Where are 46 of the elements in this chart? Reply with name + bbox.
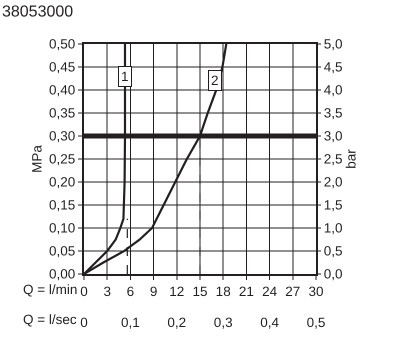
y-tick-label: 0,45 bbox=[49, 60, 76, 75]
y-tick-label: 0,40 bbox=[49, 82, 76, 98]
y-tick-label: 0,00 bbox=[49, 266, 76, 282]
x-tick-label: 0 bbox=[80, 284, 88, 300]
x-axis-title: Q = l/min bbox=[23, 282, 78, 297]
x-tick-label: 6 bbox=[126, 284, 134, 300]
y2-tick-label: 0,0 bbox=[324, 266, 342, 282]
x-tick-label: 12 bbox=[169, 284, 184, 300]
y2-tick-label: 4,0 bbox=[324, 82, 342, 98]
x-tick-label: 18 bbox=[216, 284, 231, 300]
y-tick-label: 0,25 bbox=[49, 152, 76, 167]
x2-tick-label: 0,5 bbox=[306, 314, 326, 330]
x-tick-label: 3 bbox=[103, 284, 111, 300]
y2-tick-label: 3,5 bbox=[324, 106, 342, 121]
y-tick-label: 0,05 bbox=[49, 244, 76, 259]
chart-title: 38053000 bbox=[2, 3, 74, 20]
y-tick-label: 0,50 bbox=[49, 36, 76, 52]
y2-tick-label: 1,5 bbox=[324, 198, 342, 213]
x2-tick-label: 0,3 bbox=[214, 314, 233, 330]
x2-tick-label: 0,4 bbox=[260, 314, 280, 330]
y2-tick-label: 2,0 bbox=[324, 174, 342, 190]
y2-tick-label: 1,0 bbox=[324, 220, 342, 236]
x-tick-label: 27 bbox=[285, 284, 300, 300]
y-tick-label: 0,35 bbox=[49, 106, 76, 121]
y-axis-title: MPa bbox=[29, 144, 44, 173]
x-tick-label: 15 bbox=[192, 284, 208, 300]
y2-tick-label: 5,0 bbox=[324, 36, 342, 52]
x2-tick-label: 0,2 bbox=[167, 314, 186, 330]
y-tick-label: 0,30 bbox=[49, 128, 76, 144]
x-tick-label: 21 bbox=[238, 284, 254, 300]
y2-tick-label: 3,0 bbox=[324, 128, 342, 144]
annotation: 1 bbox=[121, 69, 129, 84]
x-tick-label: 24 bbox=[262, 284, 278, 300]
x2-tick-label: 0 bbox=[80, 314, 88, 330]
y-tick-label: 0,10 bbox=[49, 220, 76, 236]
y2-axis-title: bar bbox=[343, 148, 358, 169]
y2-tick-label: 0,5 bbox=[324, 244, 342, 259]
y-tick-label: 0,15 bbox=[49, 198, 76, 213]
x2-axis-title: Q = l/sec bbox=[23, 312, 77, 327]
annotation: 2 bbox=[211, 73, 219, 88]
y-tick-label: 0,20 bbox=[49, 174, 76, 190]
x2-tick-label: 0,1 bbox=[121, 314, 140, 330]
y2-tick-label: 4,5 bbox=[324, 60, 342, 75]
x-tick-label: 9 bbox=[150, 284, 158, 300]
y2-tick-label: 2,5 bbox=[324, 152, 342, 167]
x-tick-label: 30 bbox=[308, 284, 324, 300]
